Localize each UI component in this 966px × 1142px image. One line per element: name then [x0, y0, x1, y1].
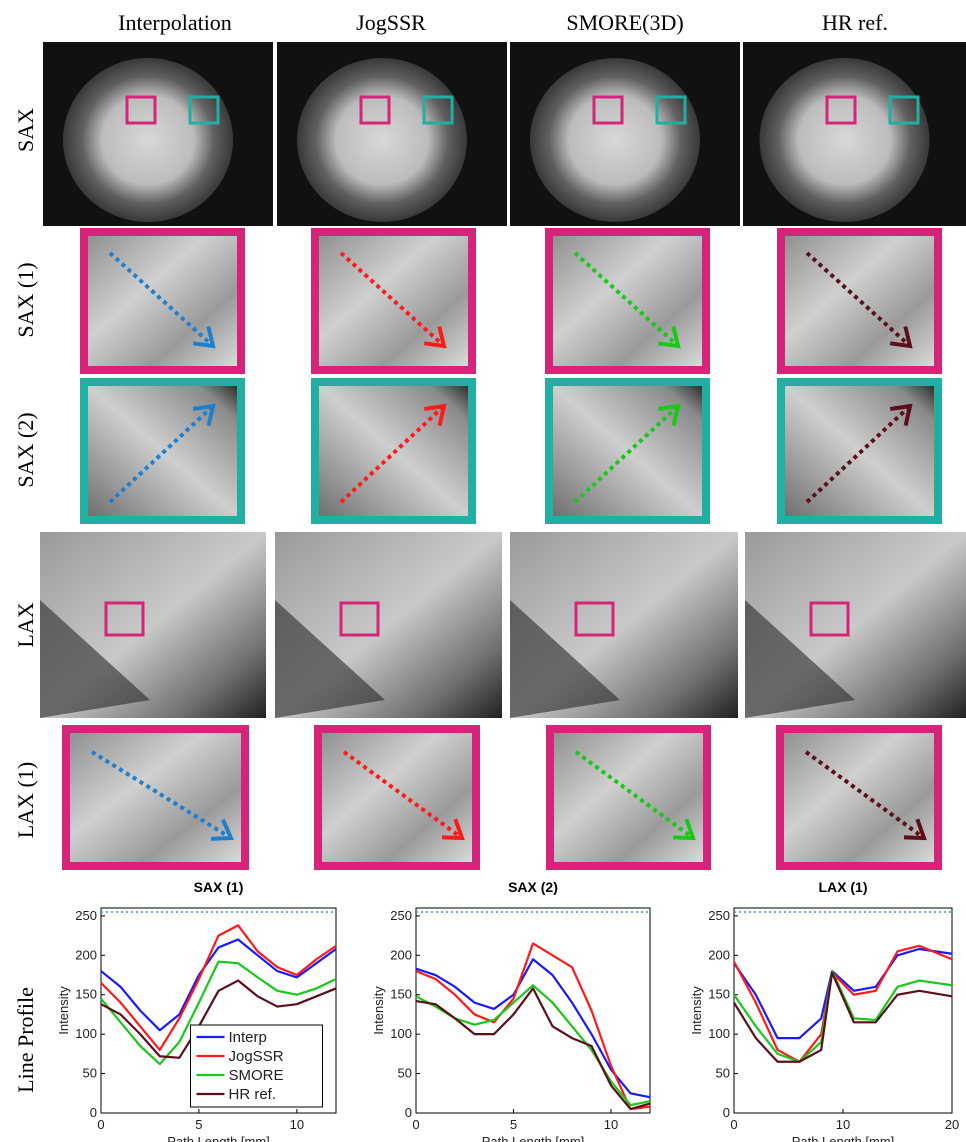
x-tick-label: 5 [195, 1117, 202, 1132]
y-tick-label: 50 [83, 1066, 97, 1081]
y-tick-label: 200 [75, 947, 97, 962]
column-header: SMORE(3D) [566, 10, 683, 35]
legend-label: HR ref. [229, 1086, 277, 1103]
column-header: HR ref. [822, 10, 888, 35]
plot-area [734, 908, 952, 1113]
column-header: JogSSR [356, 10, 426, 35]
y-tick-label: 200 [390, 947, 412, 962]
y-tick-label: 150 [75, 987, 97, 1002]
chart-title: SAX (1) [194, 879, 244, 895]
legend-label: Interp [229, 1029, 267, 1046]
x-axis-label: Path Length [mm] [167, 1134, 270, 1142]
chart-title: LAX (1) [819, 879, 868, 895]
row-label: LAX (1) [13, 762, 38, 838]
sax-heart [530, 58, 700, 222]
y-axis-label: Intensity [56, 986, 71, 1035]
x-tick-label: 0 [412, 1117, 419, 1132]
sax-heart [760, 58, 930, 222]
row-label: SAX (2) [13, 412, 38, 487]
row-label: SAX (1) [13, 262, 38, 337]
zoom-crop [780, 729, 938, 866]
y-tick-label: 250 [75, 908, 97, 923]
y-tick-label: 0 [723, 1105, 730, 1120]
y-tick-label: 0 [405, 1105, 412, 1120]
x-tick-label: 20 [945, 1117, 959, 1132]
zoom-crop [66, 729, 245, 866]
zoom-crop [549, 232, 706, 370]
chart-title: SAX (2) [508, 879, 558, 895]
zoom-crop [318, 729, 476, 866]
figure: Interpolation JogSSR SMORE(3D) HR ref. SAX SA… [0, 0, 966, 1142]
y-tick-label: 50 [716, 1066, 730, 1081]
zoom-crop [315, 232, 472, 370]
y-tick-label: 100 [708, 1026, 730, 1041]
y-tick-label: 100 [390, 1026, 412, 1041]
x-tick-label: 10 [604, 1117, 618, 1132]
x-axis-label: Path Length [mm] [792, 1134, 895, 1142]
row-label: LAX [13, 602, 38, 647]
y-tick-label: 150 [708, 987, 730, 1002]
x-tick-label: 5 [510, 1117, 517, 1132]
legend-label: JogSSR [229, 1048, 284, 1065]
x-tick-label: 0 [97, 1117, 104, 1132]
zoom-crop [84, 232, 241, 370]
y-tick-label: 150 [390, 987, 412, 1002]
y-tick-label: 100 [75, 1026, 97, 1041]
y-tick-label: 0 [90, 1105, 97, 1120]
row-label: SAX [13, 108, 38, 152]
x-tick-label: 0 [730, 1117, 737, 1132]
y-axis-label: Intensity [689, 986, 704, 1035]
sax-heart [63, 58, 233, 222]
y-tick-label: 200 [708, 947, 730, 962]
sax-heart [297, 58, 467, 222]
row-label: Line Profile [13, 987, 38, 1093]
y-tick-label: 250 [390, 908, 412, 923]
zoom-crop [550, 729, 707, 866]
x-axis-label: Path Length [mm] [482, 1134, 585, 1142]
legend-label: SMORE [229, 1067, 284, 1084]
plot-area [416, 908, 650, 1113]
column-header: Interpolation [118, 10, 232, 35]
y-tick-label: 50 [398, 1066, 412, 1081]
zoom-crop [781, 232, 938, 370]
y-tick-label: 250 [708, 908, 730, 923]
x-tick-label: 10 [290, 1117, 304, 1132]
x-tick-label: 10 [836, 1117, 850, 1132]
y-axis-label: Intensity [371, 986, 386, 1035]
